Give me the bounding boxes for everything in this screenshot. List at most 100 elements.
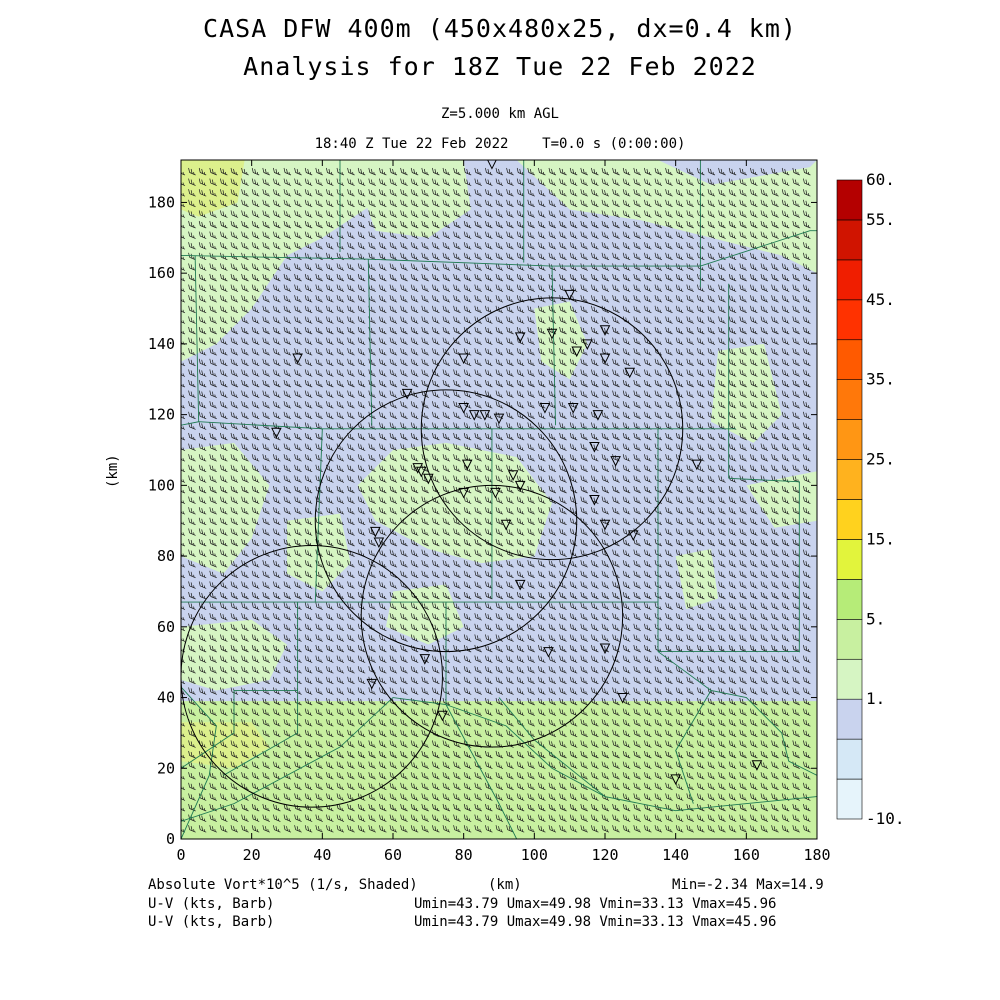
wind-barb bbox=[474, 263, 482, 271]
wind-barb bbox=[771, 814, 779, 822]
wind-barb bbox=[559, 432, 567, 441]
wind-barb bbox=[453, 814, 461, 822]
wind-barb bbox=[803, 242, 811, 250]
wind-barb bbox=[739, 761, 747, 769]
wind-barb bbox=[760, 613, 769, 621]
wind-barb bbox=[728, 803, 737, 812]
wind-barb bbox=[283, 793, 292, 801]
wind-barb bbox=[612, 220, 620, 229]
wind-barb bbox=[453, 231, 461, 239]
wind-barb bbox=[750, 740, 758, 748]
wind-barb bbox=[495, 379, 504, 388]
wind-barb bbox=[230, 189, 239, 197]
wind-barb bbox=[463, 676, 472, 685]
wind-barb bbox=[336, 729, 345, 738]
wind-barb bbox=[697, 803, 705, 812]
wind-barb bbox=[368, 422, 376, 430]
wind-barb bbox=[357, 538, 366, 547]
wind-barb bbox=[591, 284, 599, 292]
wind-barb bbox=[697, 210, 705, 218]
wind-barb bbox=[665, 273, 673, 282]
wind-barb bbox=[463, 528, 472, 536]
wind-barb bbox=[612, 825, 620, 833]
wind-barb bbox=[326, 263, 334, 271]
wind-barb bbox=[760, 782, 769, 791]
wind-barb bbox=[273, 369, 281, 377]
wind-barb bbox=[792, 772, 800, 780]
field-label: Absolute Vort*10^5 (1/s, Shaded) bbox=[148, 877, 418, 893]
wind-barb bbox=[538, 358, 546, 367]
wind-barb bbox=[251, 613, 260, 621]
wind-barb bbox=[368, 666, 376, 674]
wind-barb bbox=[495, 772, 504, 780]
wind-barb bbox=[368, 220, 376, 229]
wind-barb bbox=[198, 676, 207, 685]
wind-barb bbox=[665, 666, 673, 674]
wind-barb bbox=[781, 485, 790, 494]
wind-barb bbox=[188, 782, 196, 791]
wind-barb bbox=[220, 358, 228, 367]
wind-barb bbox=[283, 454, 292, 462]
wind-barb bbox=[442, 295, 451, 303]
wind-barb bbox=[718, 708, 726, 716]
wind-barb bbox=[379, 464, 387, 473]
wind-barb bbox=[421, 422, 429, 430]
station-marker bbox=[624, 367, 636, 379]
wind-barb bbox=[612, 432, 620, 441]
wind-barb bbox=[251, 454, 260, 462]
wind-barb bbox=[474, 337, 482, 345]
wind-barb bbox=[707, 581, 716, 589]
wind-barb bbox=[697, 379, 705, 388]
wind-barb bbox=[644, 750, 652, 759]
wind-barb bbox=[591, 517, 599, 526]
wind-barb bbox=[410, 210, 419, 218]
wind-barb bbox=[601, 316, 610, 324]
wind-barb bbox=[601, 613, 610, 621]
wind-barb bbox=[198, 708, 207, 716]
wind-barb bbox=[251, 475, 260, 483]
wind-barb bbox=[485, 782, 493, 791]
wind-barb bbox=[485, 454, 493, 462]
wind-barb bbox=[432, 496, 440, 504]
wind-barb bbox=[347, 485, 355, 494]
wind-barb bbox=[760, 485, 769, 494]
wind-barb bbox=[283, 401, 292, 409]
wind-barb bbox=[220, 496, 228, 504]
wind-barb bbox=[368, 570, 376, 579]
wind-barb bbox=[633, 570, 641, 579]
wind-barb bbox=[188, 178, 196, 186]
wind-barb bbox=[580, 485, 588, 494]
wind-barb bbox=[315, 443, 323, 451]
wind-barb bbox=[474, 687, 482, 695]
wind-barb bbox=[665, 390, 673, 398]
wind-barb bbox=[421, 316, 429, 324]
wind-barb bbox=[665, 189, 673, 197]
wind-barb bbox=[739, 549, 747, 557]
wind-barb bbox=[347, 305, 355, 314]
wind-barb bbox=[474, 443, 482, 451]
wind-barb bbox=[347, 443, 355, 451]
wind-barb bbox=[591, 358, 599, 367]
wind-barb bbox=[357, 528, 366, 536]
wind-barb bbox=[432, 560, 440, 568]
wind-barb bbox=[686, 676, 694, 685]
wind-barb bbox=[750, 623, 758, 632]
wind-barb bbox=[410, 411, 419, 420]
wind-barb bbox=[304, 348, 313, 356]
wind-barb bbox=[304, 454, 313, 462]
wind-barb bbox=[410, 167, 419, 176]
wind-barb bbox=[188, 189, 196, 197]
wind-barb bbox=[400, 634, 408, 642]
wind-barb bbox=[336, 772, 345, 780]
wind-barb bbox=[181, 593, 186, 600]
wind-barb bbox=[750, 475, 758, 483]
wind-barb bbox=[728, 782, 737, 791]
wind-barb bbox=[347, 761, 355, 769]
wind-barb bbox=[209, 803, 217, 812]
wind-barb bbox=[294, 623, 302, 632]
wind-barb bbox=[241, 284, 249, 292]
wind-barb bbox=[792, 507, 800, 515]
wind-barb bbox=[379, 411, 387, 420]
wind-barb bbox=[453, 560, 461, 568]
wind-barb bbox=[760, 295, 769, 303]
